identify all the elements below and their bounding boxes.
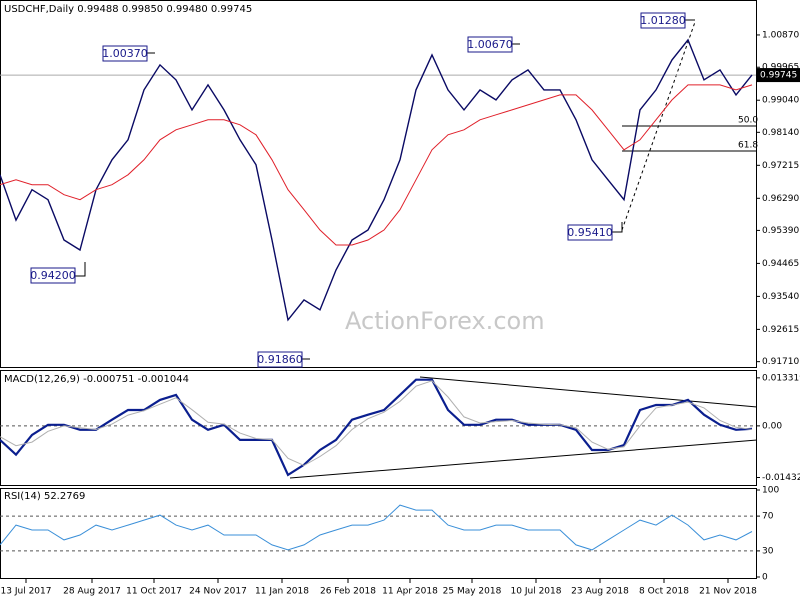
y-tick-label: 0.013319	[762, 373, 800, 383]
series-line	[0, 504, 753, 551]
x-tick-label: 8 Oct 2018	[639, 587, 689, 597]
series-line	[0, 84, 753, 246]
leader-line	[75, 262, 86, 277]
series-line	[0, 38, 753, 322]
y-tick-label: 70	[762, 512, 774, 522]
chart-title: USDCHF,Daily 0.99488 0.99850 0.99480 0.9…	[4, 4, 252, 15]
annotation: 0.94200	[30, 269, 76, 282]
annotation-box	[567, 224, 613, 241]
last-price-box	[757, 68, 800, 83]
y-tick-label: 0.91710	[762, 357, 799, 367]
annotation-box	[102, 45, 148, 62]
y-tick-label: 0.92615	[762, 325, 799, 335]
y-tick-label: 0.94465	[762, 259, 799, 269]
fib-label: 50.0	[738, 116, 758, 126]
annotations	[75, 19, 758, 479]
x-tick-label: 28 Aug 2017	[63, 587, 121, 597]
y-tick-label: 0.96290	[762, 194, 799, 204]
annotation-box	[640, 12, 686, 29]
trend-line	[621, 21, 696, 231]
annotation-box	[30, 267, 76, 284]
y-tick-label: 0.97215	[762, 161, 799, 171]
annotation: 1.00670	[467, 38, 513, 51]
macd-title: MACD(12,26,9) -0.000751 -0.001044	[4, 374, 189, 385]
macd-trend-line	[289, 439, 758, 479]
x-tick-label: 26 Feb 2018	[320, 587, 376, 597]
x-tick-label: 13 Jul 2017	[1, 587, 52, 597]
series-line	[0, 380, 753, 467]
y-tick-label: 100	[762, 486, 779, 496]
rsi-title: RSI(14) 52.2769	[4, 491, 85, 502]
leader-line	[612, 222, 623, 233]
watermark: ActionForex.com	[345, 307, 545, 335]
x-tick-label: 23 Aug 2018	[571, 587, 629, 597]
x-tick-label: 10 Jul 2018	[511, 587, 562, 597]
y-tick-label: 0.00	[762, 421, 782, 431]
fib-label: 61.8	[738, 141, 758, 151]
x-tick-label: 25 May 2018	[443, 587, 502, 597]
annotation: 1.01280	[640, 14, 686, 27]
rsi-panel	[0, 488, 757, 579]
y-tick-label: 0	[762, 573, 768, 583]
y-tick-label: 0.99040	[762, 96, 799, 106]
annotation-box	[257, 351, 303, 368]
macd-trend-line	[419, 376, 758, 408]
x-tick-label: 24 Nov 2017	[189, 587, 247, 597]
y-tick-label: -0.014323	[762, 473, 800, 483]
series-line	[0, 378, 753, 477]
x-tick-label: 11 Jan 2018	[255, 587, 309, 597]
annotation: 1.00370	[102, 47, 148, 60]
annotation: 0.95410	[567, 226, 613, 239]
y-tick-label: 30	[762, 546, 774, 556]
x-tick-label: 11 Apr 2018	[382, 587, 438, 597]
y-tick-label: 0.99965	[762, 63, 799, 73]
price-panel	[0, 0, 757, 368]
y-tick-label: 0.93540	[762, 292, 799, 302]
y-tick-label: 0.98140	[762, 128, 799, 138]
panel-borders	[0, 0, 757, 579]
last-price-label: 0.99745	[760, 71, 797, 81]
annotation-box	[467, 36, 513, 53]
x-tick-label: 21 Nov 2018	[699, 587, 757, 597]
x-tick-label: 11 Oct 2017	[126, 587, 182, 597]
annotation: 0.91860	[257, 353, 303, 366]
y-tick-label: 0.95390	[762, 226, 799, 236]
macd-panel	[0, 370, 757, 486]
y-tick-label: 1.00870	[762, 30, 799, 40]
